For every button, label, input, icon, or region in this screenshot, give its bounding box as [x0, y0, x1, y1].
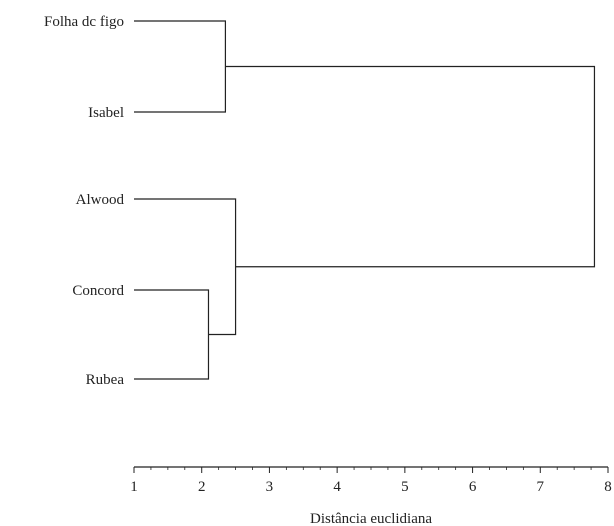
x-tick-label: 7 — [537, 479, 545, 495]
leaf-label-isabel: Isabel — [88, 105, 124, 121]
merge-4-branch — [225, 65, 596, 268]
x-tick-label: 2 — [198, 479, 206, 495]
x-tick-label: 8 — [604, 479, 612, 495]
merge-1-branch — [134, 289, 210, 380]
merge-3-branch — [134, 198, 237, 336]
x-tick-label: 3 — [266, 479, 274, 495]
x-tick-label: 4 — [333, 479, 341, 495]
leaf-label-alwood: Alwood — [76, 192, 125, 208]
leaf-label-rubea: Rubea — [86, 372, 125, 388]
dendrogram-branches — [134, 20, 596, 380]
leaf-label-folha-dc-figo: Folha dc figo — [44, 14, 124, 30]
leaf-label-concord: Concord — [72, 283, 124, 299]
x-tick-label: 6 — [469, 479, 477, 495]
leaf-labels: Folha dc figo Isabel Alwood Concord Rubea — [44, 14, 124, 388]
x-tick-label: 1 — [130, 479, 138, 495]
x-axis-title: Distância euclidiana — [310, 511, 432, 526]
x-axis-ticks — [133, 467, 609, 473]
x-axis-tick-labels: 1 2 3 4 5 6 7 8 — [130, 479, 612, 495]
x-axis: 1 2 3 4 5 6 7 8 — [130, 466, 612, 495]
x-tick-label: 5 — [401, 479, 409, 495]
merge-2-branch — [134, 20, 227, 113]
